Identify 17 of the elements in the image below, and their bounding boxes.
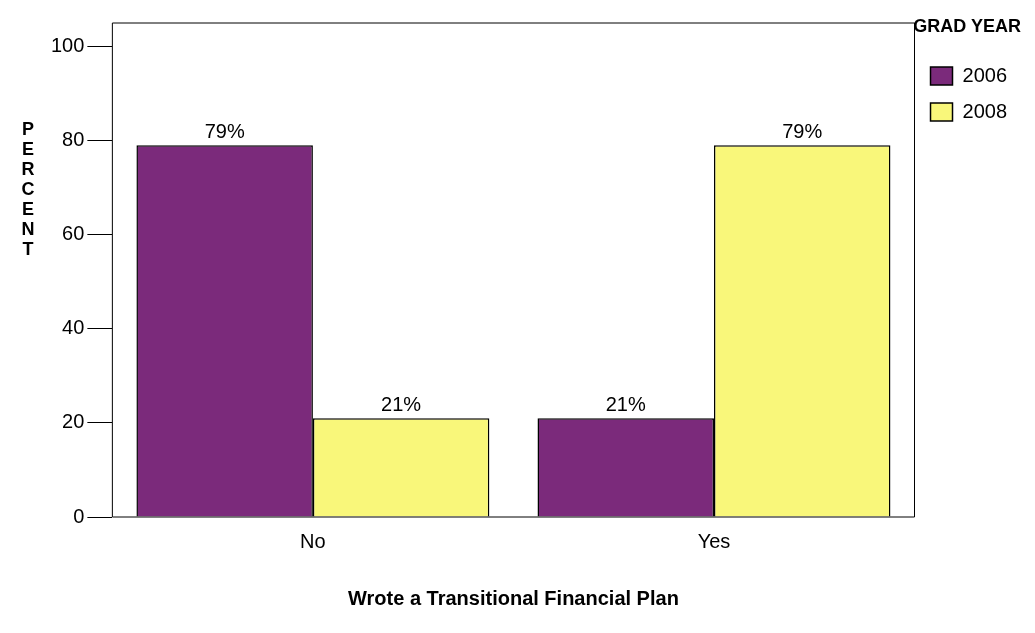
legend-title: GRAD YEAR [913,15,1021,36]
data-label: 79% [782,119,823,142]
y-tick-label: 0 [73,504,85,527]
x-axis-title: Wrote a Transitional Financial Plan [348,586,679,609]
y-tick-label: 80 [62,128,85,151]
y-axis-title: PERCENT [21,118,35,259]
y-tick-label: 40 [62,316,85,339]
data-label: 79% [204,119,245,142]
y-tick-label: 20 [62,410,85,433]
legend-label: 2008 [962,99,1008,122]
x-tick-label: No [300,529,326,552]
x-tick-label: Yes [697,529,731,552]
data-label: 21% [605,392,646,415]
y-tick-label: 100 [50,34,85,57]
legend-label: 2006 [962,63,1008,86]
data-label: 21% [381,392,422,415]
y-tick-label: 60 [62,222,85,245]
